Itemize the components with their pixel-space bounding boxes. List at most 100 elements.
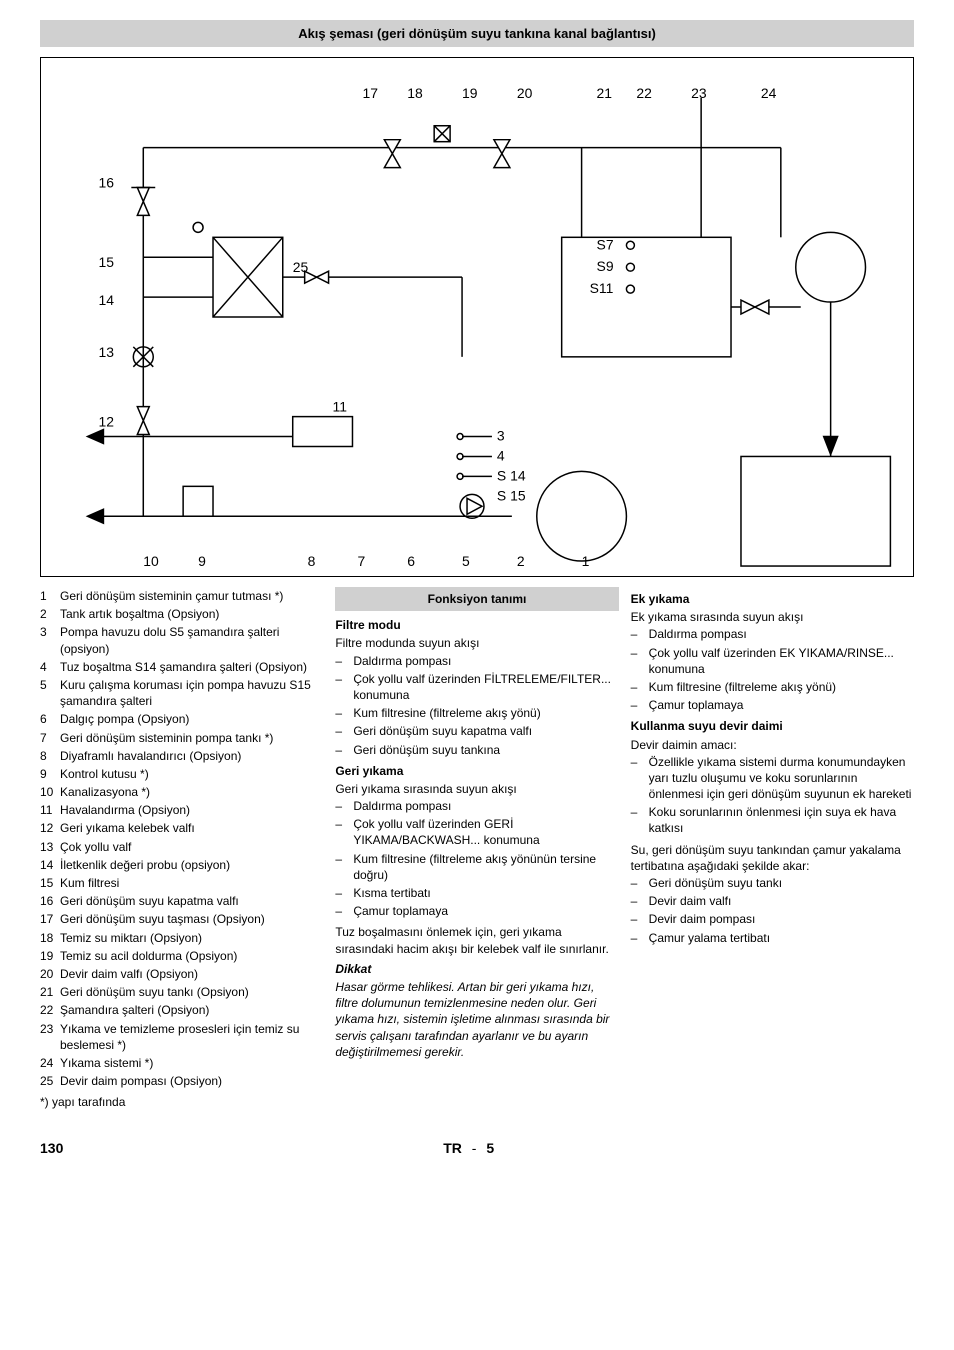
legend-item: 23Yıkama ve temizleme prosesleri için te… (40, 1020, 323, 1054)
list-item: Devir daim pompası (631, 910, 914, 928)
svg-text:24: 24 (761, 85, 777, 101)
list-item: Çamur toplamaya (631, 696, 914, 714)
legend-item: 18Temiz su miktarı (Opsiyon) (40, 929, 323, 947)
svg-text:12: 12 (98, 414, 114, 430)
rinse-column: Ek yıkama Ek yıkama sırasında suyun akış… (631, 587, 914, 1110)
list-item: Geri dönüşüm suyu tankı (631, 874, 914, 892)
svg-text:19: 19 (462, 85, 478, 101)
svg-text:S 14: S 14 (497, 467, 526, 483)
svg-text:S 15: S 15 (497, 487, 526, 503)
legend-item: 25Devir daim pompası (Opsiyon) (40, 1072, 323, 1090)
svg-text:11: 11 (333, 399, 348, 415)
svg-text:15: 15 (98, 254, 114, 270)
legend-item: 4Tuz boşaltma S14 şamandıra şalteri (Ops… (40, 658, 323, 676)
backwash-list: Daldırma pompasıÇok yollu valf üzerinden… (335, 797, 618, 920)
legend-item: 22Şamandıra şalteri (Opsiyon) (40, 1001, 323, 1019)
legend-item: 14İletkenlik değeri probu (opsiyon) (40, 856, 323, 874)
svg-text:25: 25 (293, 259, 309, 275)
circ-head: Kullanma suyu devir daimi (631, 718, 914, 734)
legend-item: 20Devir daim valfı (Opsiyon) (40, 965, 323, 983)
list-item: Kum filtresine (filtreleme akış yönü) (631, 678, 914, 696)
legend-item: 8Diyaframlı havalandırıcı (Opsiyon) (40, 747, 323, 765)
legend-item: 15Kum filtresi (40, 874, 323, 892)
caution-head: Dikkat (335, 961, 618, 977)
page-footer: 130 TR - 5 (40, 1140, 914, 1156)
svg-text:13: 13 (98, 344, 114, 360)
list-item: Koku sorunlarının önlenmesi için suya ek… (631, 803, 914, 837)
svg-text:18: 18 (407, 85, 423, 101)
backwash-note: Tuz boşalmasını önlemek için, geri yıkam… (335, 924, 618, 956)
svg-text:6: 6 (407, 553, 415, 569)
footer-lang: TR (443, 1140, 462, 1156)
list-item: Kum filtresine (filtreleme akış yönünün … (335, 850, 618, 884)
legend-item: 5Kuru çalışma koruması için pompa havuzu… (40, 676, 323, 710)
list-item: Daldırma pompası (335, 797, 618, 815)
list-item: Çok yollu valf üzerinden EK YIKAMA/RINSE… (631, 644, 914, 678)
backwash-head: Geri yıkama (335, 763, 618, 779)
legend-item: 21Geri dönüşüm suyu tankı (Opsiyon) (40, 983, 323, 1001)
list-item: Kısma tertibatı (335, 884, 618, 902)
legend-item: 1Geri dönüşüm sisteminin çamur tutması *… (40, 587, 323, 605)
circ-intro: Devir daimin amacı: (631, 737, 914, 753)
svg-text:3: 3 (497, 428, 505, 444)
legend-item: 2Tank artık boşaltma (Opsiyon) (40, 605, 323, 623)
list-item: Çamur toplamaya (335, 902, 618, 920)
filter-intro: Filtre modunda suyun akışı (335, 635, 618, 651)
svg-text:14: 14 (98, 292, 114, 308)
svg-text:23: 23 (691, 85, 707, 101)
legend-item: 6Dalgıç pompa (Opsiyon) (40, 710, 323, 728)
legend-item: 9Kontrol kutusu *) (40, 765, 323, 783)
list-item: Özellikle yıkama sistemi durma konumunda… (631, 753, 914, 804)
svg-text:9: 9 (198, 553, 206, 569)
caution-text: Hasar görme tehlikesi. Artan bir geri yı… (335, 979, 618, 1060)
legend-item: 19Temiz su acil doldurma (Opsiyon) (40, 947, 323, 965)
svg-text:2: 2 (517, 553, 525, 569)
footer-page: 130 (40, 1140, 63, 1156)
legend-item: 16Geri dönüşüm suyu kapatma valfı (40, 892, 323, 910)
legend-footnote: *) yapı tarafında (40, 1094, 323, 1110)
circ-after: Su, geri dönüşüm suyu tankından çamur ya… (631, 842, 914, 874)
list-item: Daldırma pompası (335, 652, 618, 670)
svg-text:10: 10 (143, 553, 159, 569)
svg-text:7: 7 (357, 553, 365, 569)
filter-head: Filtre modu (335, 617, 618, 633)
diagram-svg: 17 18 19 20 21 22 23 24 16 15 14 13 12 1… (41, 58, 913, 576)
svg-text:22: 22 (636, 85, 652, 101)
legend-item: 12Geri yıkama kelebek valfı (40, 819, 323, 837)
page-title: Akış şeması (geri dönüşüm suyu tankına k… (40, 20, 914, 47)
legend-item: 24Yıkama sistemi *) (40, 1054, 323, 1072)
legend-list: 1Geri dönüşüm sisteminin çamur tutması *… (40, 587, 323, 1090)
list-item: Devir daim valfı (631, 892, 914, 910)
circ-list: Özellikle yıkama sistemi durma konumunda… (631, 753, 914, 838)
list-item: Çamur yalama tertibatı (631, 929, 914, 947)
list-item: Kum filtresine (filtreleme akış yönü) (335, 704, 618, 722)
list-item: Geri dönüşüm suyu kapatma valfı (335, 722, 618, 740)
svg-text:S7: S7 (597, 236, 614, 252)
svg-text:S9: S9 (597, 258, 614, 274)
svg-text:8: 8 (308, 553, 316, 569)
legend-item: 7Geri dönüşüm sisteminin pompa tankı *) (40, 729, 323, 747)
svg-text:1: 1 (582, 553, 590, 569)
footer-sep: - (472, 1140, 477, 1156)
list-item: Geri dönüşüm suyu tankına (335, 741, 618, 759)
circ-list-2: Geri dönüşüm suyu tankıDevir daim valfıD… (631, 874, 914, 947)
svg-text:21: 21 (597, 85, 613, 101)
function-title: Fonksiyon tanımı (335, 587, 618, 611)
list-item: Çok yollu valf üzerinden FİLTRELEME/FILT… (335, 670, 618, 704)
legend-item: 11Havalandırma (Opsiyon) (40, 801, 323, 819)
backwash-intro: Geri yıkama sırasında suyun akışı (335, 781, 618, 797)
svg-text:4: 4 (497, 447, 505, 463)
rinse-intro: Ek yıkama sırasında suyun akışı (631, 609, 914, 625)
list-item: Çok yollu valf üzerinden GERİ YIKAMA/BAC… (335, 815, 618, 849)
svg-text:16: 16 (98, 175, 114, 191)
rinse-list: Daldırma pompasıÇok yollu valf üzerinden… (631, 625, 914, 714)
svg-text:5: 5 (462, 553, 470, 569)
flow-diagram: 17 18 19 20 21 22 23 24 16 15 14 13 12 1… (40, 57, 914, 577)
legend-item: 17Geri dönüşüm suyu taşması (Opsiyon) (40, 910, 323, 928)
svg-text:20: 20 (517, 85, 533, 101)
svg-text:S11: S11 (590, 280, 614, 296)
function-column: Fonksiyon tanımı Filtre modu Filtre modu… (335, 587, 618, 1110)
rinse-head: Ek yıkama (631, 591, 914, 607)
svg-text:17: 17 (362, 85, 378, 101)
legend-item: 13Çok yollu valf (40, 838, 323, 856)
